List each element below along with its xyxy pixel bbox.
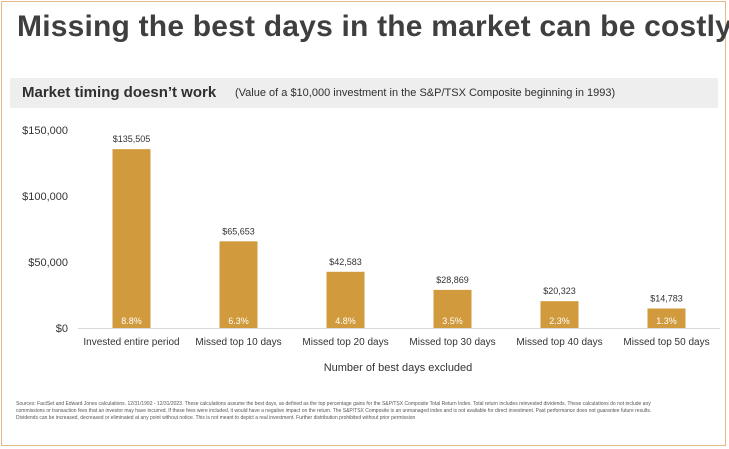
bar-return-label: 3.5% — [442, 316, 463, 326]
x-tick-label: Missed top 30 days — [409, 337, 495, 348]
bar-return-label: 1.3% — [656, 316, 677, 326]
bar — [433, 289, 472, 328]
bar — [540, 301, 579, 328]
bar-return-label: 8.8% — [121, 316, 142, 326]
bar-chart: $0 $50,000 $100,000 $150,000 $135,505 8.8% Inv… — [22, 125, 720, 374]
y-tick-label: $0 — [56, 323, 68, 335]
bar-return-label: 2.3% — [549, 316, 570, 326]
bar-value-label: $135,505 — [113, 134, 151, 144]
page-title: Missing the best days in the market can … — [17, 10, 729, 43]
bar-value-label: $20,323 — [543, 286, 576, 296]
y-tick-label: $100,000 — [22, 191, 68, 203]
x-tick-label: Missed top 50 days — [623, 337, 709, 348]
x-tick-label: Missed top 40 days — [516, 337, 602, 348]
bar — [219, 241, 258, 328]
bar-return-label: 6.3% — [228, 316, 249, 326]
bar — [112, 149, 151, 328]
subtitle-bar: Market timing doesn’t work (Value of a $… — [10, 78, 718, 108]
x-axis-title: Number of best days excluded — [324, 362, 473, 374]
chart-subtitle-note: (Value of a $10,000 investment in the S&… — [235, 87, 616, 99]
x-tick-label: Missed top 20 days — [302, 337, 388, 348]
bar-return-label: 4.8% — [335, 316, 356, 326]
chart-subtitle: Market timing doesn’t work — [22, 84, 217, 101]
bar-value-label: $65,653 — [222, 226, 255, 236]
y-tick-label: $150,000 — [22, 125, 68, 137]
bar-value-label: $28,869 — [436, 275, 469, 285]
bar-value-label: $14,783 — [650, 293, 683, 303]
bar — [647, 308, 686, 328]
y-tick-label: $50,000 — [28, 257, 68, 269]
x-tick-label: Missed top 10 days — [195, 337, 281, 348]
footnote: Sources: FactSet and Edward Jones calcul… — [16, 401, 652, 421]
bar-value-label: $42,583 — [329, 257, 362, 267]
bar — [326, 271, 365, 328]
x-tick-label: Invested entire period — [83, 337, 179, 348]
